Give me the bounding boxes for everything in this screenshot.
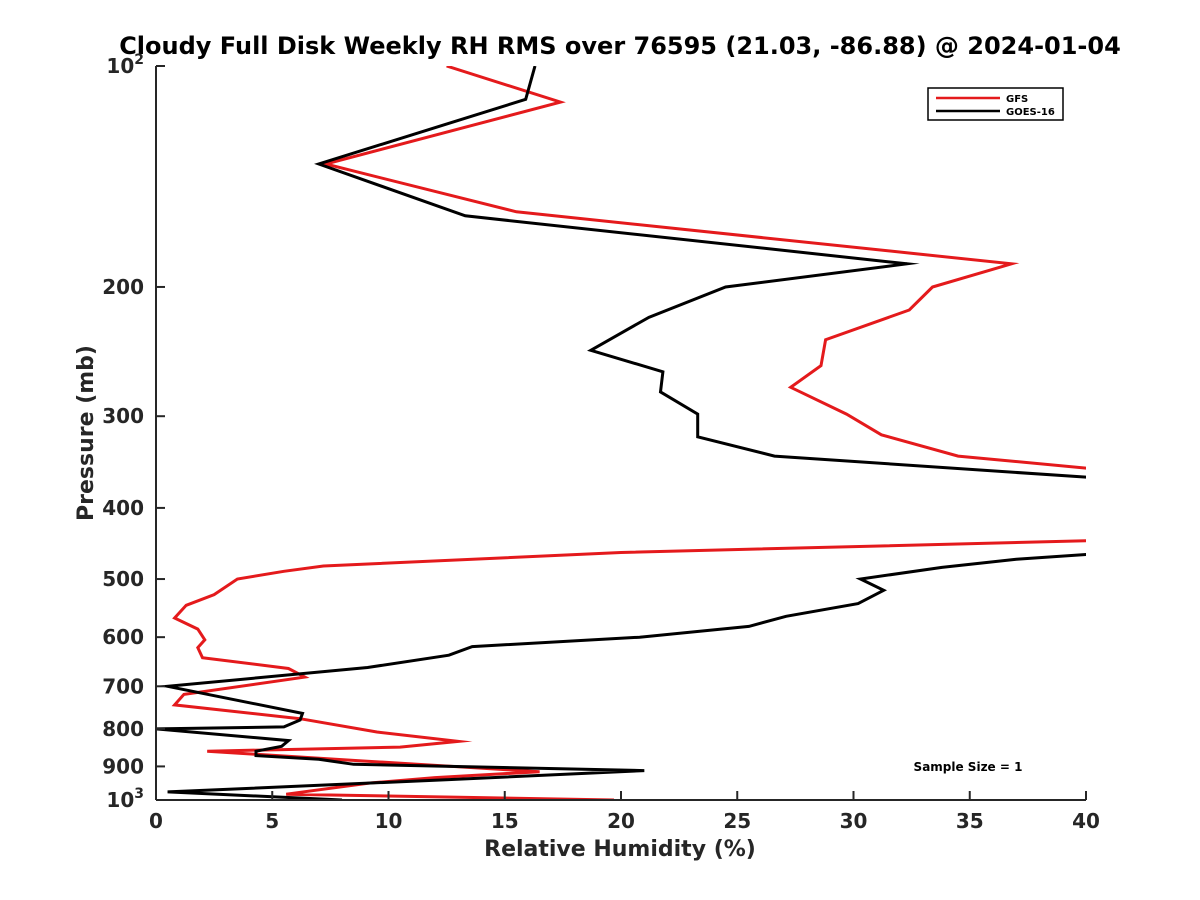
- x-tick-label: 35: [956, 809, 984, 833]
- x-axis-label: Relative Humidity (%): [484, 837, 756, 862]
- y-tick-label: 700: [102, 674, 144, 698]
- series-layer: [156, 66, 1086, 800]
- y-tick-label: 900: [102, 754, 144, 778]
- legend-label: GOES-16: [1006, 107, 1055, 118]
- series-line-goes-16: [156, 66, 1086, 800]
- y-tick-label: 102: [106, 52, 144, 78]
- legend: GFS GOES-16: [927, 87, 1064, 121]
- x-tick-label: 15: [491, 809, 519, 833]
- y-tick-label: 200: [102, 275, 144, 299]
- x-tick-label: 5: [265, 809, 279, 833]
- y-axis-label: Pressure (mb): [74, 345, 99, 521]
- x-tick-label: 20: [607, 809, 635, 833]
- x-tick-label: 30: [840, 809, 868, 833]
- legend-box: [927, 87, 1064, 121]
- x-tick-label: 25: [723, 809, 751, 833]
- x-tick-label: 10: [375, 809, 403, 833]
- axes-layer: 0 5 10 15 20 25 30 35 40 102 200 300 400 500 600 700 800…: [102, 52, 1100, 833]
- y-tick-label: 800: [102, 717, 144, 741]
- x-tick-label: 0: [149, 809, 163, 833]
- y-tick-label: 400: [102, 496, 144, 520]
- y-tick-label: 300: [102, 404, 144, 428]
- sample-size-annotation: Sample Size = 1: [914, 760, 1023, 774]
- legend-label: GFS: [1006, 94, 1028, 105]
- x-tick-label: 40: [1072, 809, 1100, 833]
- y-tick-label: 500: [102, 567, 144, 591]
- series-line-gfs: [171, 66, 1086, 800]
- y-tick-label: 600: [102, 625, 144, 649]
- chart-title: Cloudy Full Disk Weekly RH RMS over 7659…: [119, 32, 1121, 60]
- y-tick-label: 103: [106, 786, 144, 812]
